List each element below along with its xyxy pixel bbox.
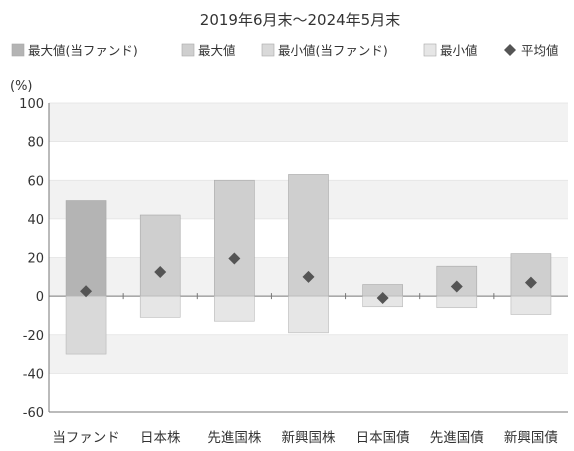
bar-min-当ファンド (65, 295, 107, 355)
avg-marker-先進国株 (228, 252, 241, 265)
bar-min-先進国株 (214, 295, 255, 322)
y-tick-label: -40 (23, 367, 44, 382)
legend-label: 最小値(当ファンド) (278, 43, 388, 58)
legend: 最大値(当ファンド) 最大値 最小値(当ファンド) 最小値 平均値 (11, 43, 559, 58)
y-tick-label: 80 (27, 136, 44, 151)
x-category-label: 日本国債 (356, 430, 410, 446)
plot-area: 100 80 60 40 20 0 -20 -40 -60 当ファンド 日本株 先進国株 新興国株 日本国… (19, 97, 568, 446)
x-category-label: 新興国株 (282, 430, 336, 446)
x-category-label: 先進国株 (207, 430, 261, 446)
bar-max-当ファンド (65, 200, 107, 297)
avg-marker-当ファンド (80, 285, 93, 298)
bar-min-先進国債 (436, 295, 478, 309)
y-tick-label: 40 (27, 213, 44, 228)
legend-swatch (261, 43, 275, 57)
legend-swatch (181, 43, 195, 57)
avg-marker-日本国債 (376, 292, 389, 305)
legend-label: 最大値 (198, 43, 236, 58)
x-category-label: 新興国債 (504, 430, 558, 446)
bar-min-日本株 (139, 295, 181, 318)
legend-swatch (504, 44, 516, 56)
y-tick-label: -20 (23, 329, 44, 344)
legend-label: 最大値(当ファンド) (28, 43, 138, 58)
x-category-label: 先進国債 (430, 430, 484, 446)
bar-max-先進国株 (214, 179, 255, 297)
avg-marker-新興国債 (524, 276, 537, 289)
legend-label: 最小値 (440, 43, 478, 58)
y-unit-label: (%) (10, 79, 33, 94)
bar-max-新興国債 (510, 253, 552, 297)
y-tick-label: 20 (27, 252, 44, 267)
legend-swatch (11, 43, 25, 57)
bar-min-新興国株 (288, 295, 329, 334)
y-tick-label: 60 (27, 174, 44, 189)
y-tick-label: 0 (36, 290, 44, 305)
x-category-label: 日本株 (140, 430, 181, 446)
avg-marker-先進国債 (450, 280, 463, 293)
y-tick-label: 100 (19, 97, 44, 112)
bar-min-新興国債 (510, 295, 552, 315)
legend-swatch (423, 43, 437, 57)
grid-band (49, 103, 568, 142)
grid-band (49, 334, 568, 374)
chart-title: 2019年6月末～2024年5月末 (200, 11, 400, 29)
legend-label: 平均値 (521, 43, 559, 58)
avg-marker-新興国株 (302, 270, 315, 283)
y-tick-label: -60 (23, 406, 44, 421)
avg-marker-日本株 (154, 265, 167, 278)
x-category-label: 当ファンド (52, 430, 120, 446)
bar-max-日本株 (139, 214, 181, 297)
